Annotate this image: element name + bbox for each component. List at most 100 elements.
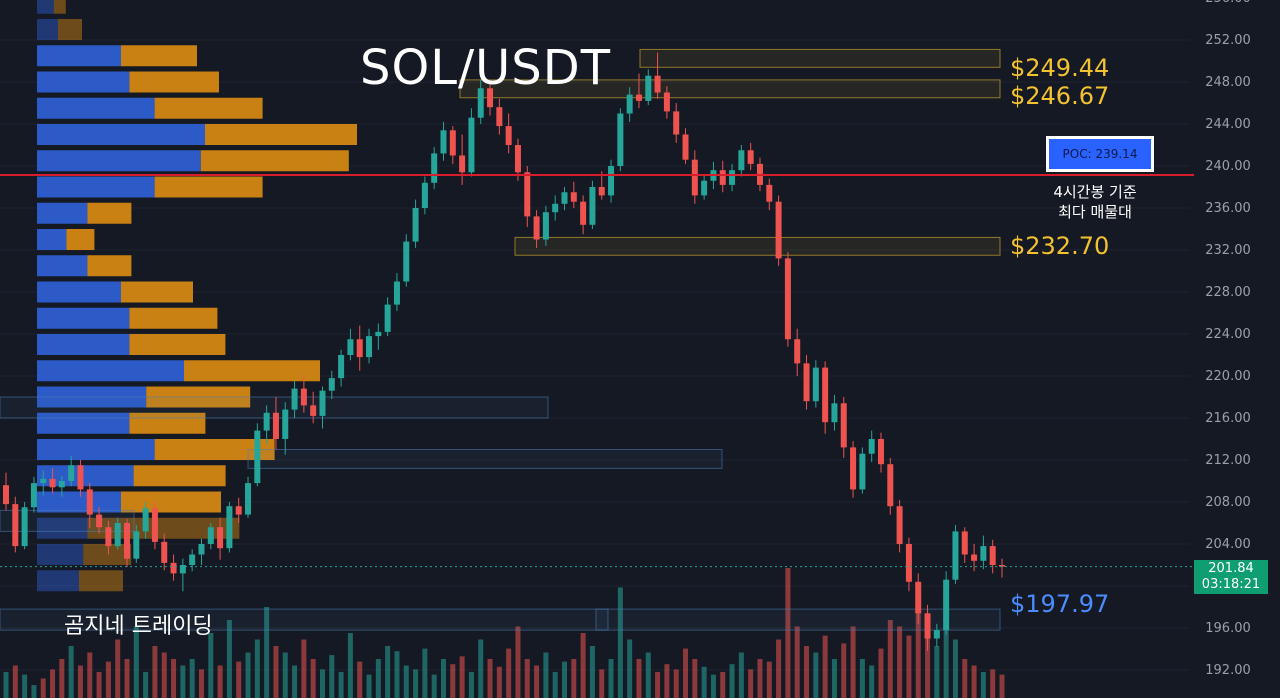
- volume-profile-sell-bar: [154, 176, 263, 198]
- candle-body: [608, 166, 615, 196]
- candle-body: [77, 465, 84, 490]
- candle-body: [403, 241, 410, 282]
- volume-bar: [906, 635, 912, 698]
- candle-body: [449, 130, 456, 156]
- y-axis-tick-label: 236.00: [1205, 201, 1251, 216]
- volume-profile-sell-bar: [121, 491, 221, 513]
- candle-body: [589, 187, 596, 225]
- candle-body: [421, 182, 428, 208]
- volume-bar: [552, 672, 558, 698]
- volume-bar: [589, 646, 595, 698]
- volume-profile-buy-bar: [37, 439, 155, 460]
- volume-bar: [962, 659, 968, 698]
- y-axis-tick-label: 232.00: [1205, 243, 1251, 258]
- candle-body: [505, 126, 512, 145]
- volume-bar: [943, 626, 949, 698]
- candle-body: [915, 581, 922, 614]
- candle-body: [933, 630, 940, 639]
- level-label-197: $197.97: [1010, 590, 1110, 618]
- y-axis-tick-label: 212.00: [1205, 453, 1251, 468]
- candle-body: [319, 390, 326, 416]
- candle-body: [487, 88, 494, 108]
- volume-bar: [878, 648, 884, 698]
- volume-bar: [748, 669, 754, 698]
- volume-bar: [599, 669, 605, 698]
- volume-profile-sell-bar: [121, 45, 197, 67]
- volume-bar: [385, 646, 391, 698]
- volume-bar: [96, 672, 102, 698]
- volume-profile-buy-bar: [37, 334, 130, 355]
- volume-bar: [468, 672, 474, 698]
- volume-bar: [887, 620, 893, 698]
- volume-bar: [50, 669, 56, 698]
- volume-bar: [897, 626, 903, 698]
- poc-note-line1: 4시간봉 기준: [1053, 183, 1137, 201]
- candle-body: [300, 388, 307, 406]
- volume-bar: [12, 665, 18, 698]
- candle-body: [645, 75, 652, 101]
- candle-body: [356, 339, 363, 358]
- volume-bar: [980, 672, 986, 698]
- volume-bar: [710, 674, 716, 698]
- volume-profile-sell-bar: [129, 307, 218, 329]
- volume-profile-buy-bar: [37, 45, 121, 67]
- volume-profile-sell-bar: [66, 229, 95, 250]
- volume-bar: [655, 672, 661, 698]
- volume-bar: [813, 652, 819, 698]
- watermark: 곰지네 트레이딩: [64, 614, 213, 639]
- volume-profile-sell-bar: [129, 334, 226, 355]
- volume-bar: [990, 669, 996, 698]
- candle-body: [393, 281, 400, 305]
- candle-body: [142, 508, 149, 532]
- y-axis-tick-label: 244.00: [1205, 117, 1251, 132]
- y-axis-tick-label: 204.00: [1205, 537, 1251, 552]
- volume-profile-sell-bar: [154, 439, 275, 460]
- candle-body: [468, 117, 475, 173]
- volume-bar: [403, 665, 409, 698]
- volume-profile-buy-bar: [37, 491, 121, 513]
- candle-body: [691, 159, 698, 196]
- candle-body: [570, 192, 577, 202]
- volume-bar: [971, 665, 977, 698]
- volume-bar: [934, 646, 940, 698]
- volume-profile-buy-bar: [37, 517, 88, 539]
- volume-bar: [310, 659, 316, 698]
- volume-profile-buy-bar: [37, 281, 121, 303]
- volume-bar: [692, 659, 698, 698]
- volume-profile-buy-bar: [37, 229, 67, 250]
- volume-bar: [459, 656, 465, 698]
- volume-bar: [394, 651, 400, 698]
- volume-bar: [273, 646, 279, 698]
- candle-body: [366, 336, 373, 358]
- y-axis-tick-label: 252.00: [1205, 33, 1251, 48]
- volume-bar: [3, 672, 9, 698]
- candle-body: [282, 409, 289, 439]
- volume-profile-sell-bar: [129, 71, 219, 93]
- volume-bar: [738, 652, 744, 698]
- candle-body: [840, 403, 847, 448]
- volume-bar: [543, 652, 549, 698]
- current-price: 201.84: [1208, 561, 1254, 576]
- candle-body: [105, 527, 112, 547]
- candle-countdown: 03:18:21: [1201, 577, 1261, 592]
- volume-bar: [143, 672, 149, 698]
- volume-bar: [664, 664, 670, 698]
- candle-body: [654, 75, 661, 93]
- volume-bar: [804, 646, 810, 698]
- volume-bar: [925, 613, 931, 698]
- volume-bar: [701, 666, 707, 698]
- candle-body: [831, 403, 838, 423]
- candle-body: [58, 481, 65, 488]
- volume-bar: [776, 639, 782, 698]
- zone-box: [0, 509, 135, 532]
- candle-body: [12, 504, 19, 547]
- candle-body: [859, 453, 866, 490]
- y-axis-tick-label: 224.00: [1205, 327, 1251, 342]
- volume-profile-buy-bar: [37, 544, 84, 565]
- volume-profile-buy-bar: [37, 176, 155, 198]
- volume-bar: [440, 659, 446, 698]
- candle-body: [291, 388, 298, 410]
- level-label-232: $232.70: [1010, 232, 1110, 260]
